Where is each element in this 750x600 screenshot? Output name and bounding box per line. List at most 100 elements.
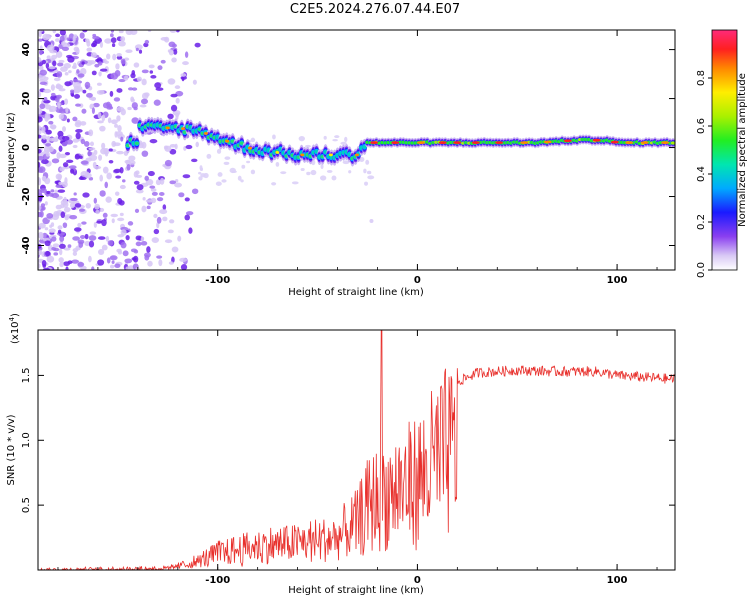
noise-blob	[334, 135, 340, 139]
noise-blob	[43, 88, 52, 94]
noise-blob	[38, 178, 42, 186]
spectrogram-x-label: Height of straight line (km)	[288, 287, 424, 298]
ridge-hotspot	[543, 140, 552, 144]
noise-blob	[144, 92, 150, 97]
noise-blob	[84, 171, 90, 176]
noise-blob	[169, 180, 177, 185]
noise-blob	[275, 161, 280, 167]
spectrogram-ridge	[125, 116, 675, 224]
noise-blob	[38, 125, 42, 130]
ridge-hotspot	[471, 141, 480, 145]
noise-blob	[156, 197, 164, 202]
noise-blob	[41, 134, 47, 140]
noise-blob	[129, 160, 136, 165]
noise-blob	[147, 260, 153, 267]
noise-blob	[149, 185, 156, 189]
noise-blob	[126, 163, 131, 171]
noise-blob	[82, 30, 88, 33]
spectrogram-y-label: Frequency (Hz)	[6, 112, 17, 188]
noise-blob	[206, 153, 212, 159]
noise-blob	[135, 170, 140, 175]
noise-blob	[41, 260, 47, 267]
noise-blob	[106, 101, 111, 108]
noise-blob	[48, 65, 56, 70]
noise-blob	[111, 218, 115, 224]
noise-blob	[92, 161, 97, 169]
noise-blob	[167, 229, 174, 234]
noise-blob	[46, 213, 54, 219]
noise-blob	[164, 145, 172, 152]
noise-blob	[84, 81, 91, 89]
noise-blob	[104, 181, 109, 189]
noise-blob	[164, 159, 172, 167]
noise-blob	[56, 71, 63, 78]
noise-blob	[38, 116, 43, 123]
chart-title: C2E5.2024.276.07.44.E07	[289, 2, 461, 17]
noise-blob	[96, 220, 103, 224]
noise-blob	[73, 78, 79, 83]
noise-blob	[62, 162, 69, 168]
noise-blob	[57, 229, 62, 234]
noise-blob	[332, 138, 338, 142]
noise-blob	[120, 136, 124, 142]
noise-blob	[45, 104, 52, 110]
colorbar-ticks: 0.0 0.2 0.4 0.6 0.8	[696, 70, 712, 278]
noise-blob	[177, 235, 182, 242]
noise-blob	[92, 40, 98, 47]
noise-blob	[250, 169, 256, 175]
noise-blob	[112, 53, 117, 61]
noise-blob	[84, 240, 91, 247]
noise-blob	[70, 197, 78, 202]
noise-blob	[39, 81, 48, 86]
noise-blob	[53, 252, 59, 256]
noise-blob	[149, 139, 158, 144]
noise-blob	[246, 160, 251, 164]
noise-blob	[116, 53, 122, 57]
noise-blob	[159, 177, 165, 185]
snr-series-line	[38, 330, 675, 570]
noise-blob	[364, 181, 369, 186]
colorbar-tick-label: 0.4	[696, 166, 707, 182]
noise-blob	[75, 47, 80, 55]
snr-xtick-label: 0	[414, 575, 421, 586]
noise-blob	[45, 151, 50, 157]
noise-blob	[52, 243, 60, 248]
ridge-hotspot	[640, 141, 649, 145]
noise-blob	[105, 196, 112, 203]
noise-blob	[141, 205, 147, 213]
noise-blob	[180, 73, 187, 77]
ridge-hotspot	[247, 146, 252, 150]
noise-blob	[156, 222, 160, 229]
noise-blob	[56, 152, 61, 160]
noise-blob	[92, 35, 100, 40]
noise-blob	[63, 206, 71, 213]
ridge-hotspot	[416, 141, 425, 145]
noise-blob	[135, 189, 144, 194]
ridge-hotspot	[370, 141, 379, 145]
snr-ytick-label: 1.0	[21, 432, 32, 448]
noise-blob	[55, 83, 62, 90]
noise-blob	[102, 166, 109, 174]
noise-blob	[59, 153, 67, 159]
ridge-hotspot	[275, 151, 280, 154]
noise-blob	[94, 63, 100, 68]
noise-blob	[93, 197, 97, 204]
noise-blob	[74, 203, 82, 208]
noise-blob	[83, 141, 90, 147]
noise-blob	[67, 244, 72, 248]
noise-blob	[49, 108, 53, 112]
noise-blob	[59, 248, 63, 256]
noise-blob	[49, 224, 53, 228]
noise-blob	[122, 179, 126, 183]
ridge-hotspot	[592, 138, 601, 142]
snr-y-unit-base: (x10	[10, 321, 21, 344]
noise-blob	[174, 182, 182, 188]
noise-blob	[38, 161, 41, 169]
noise-blob	[367, 175, 375, 180]
noise-blob	[73, 62, 77, 69]
ridge-core	[134, 141, 140, 145]
noise-blob	[81, 61, 85, 65]
noise-blob	[175, 30, 180, 33]
noise-blob	[98, 154, 103, 161]
noise-blob	[241, 164, 246, 169]
